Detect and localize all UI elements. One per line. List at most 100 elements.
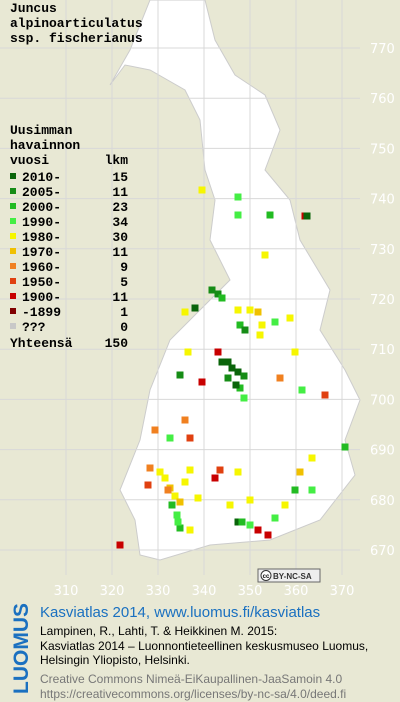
legend-label: ??? [22, 320, 46, 335]
y-grid-label: 770 [370, 42, 395, 57]
legend-swatch [10, 263, 16, 269]
species-title: Juncus [10, 1, 57, 16]
legend-count: 34 [112, 215, 128, 230]
legend-label: 1980- [22, 230, 61, 245]
observation [296, 468, 304, 476]
observation [151, 426, 159, 434]
observation [208, 286, 216, 294]
legend-swatch [10, 233, 16, 239]
observation [246, 306, 254, 314]
citation: Lampinen, R., Lahti, T. & Heikkinen M. 2… [40, 624, 277, 638]
observation [186, 466, 194, 474]
legend-swatch [10, 218, 16, 224]
legend-count: 15 [112, 170, 128, 185]
observation [264, 531, 272, 539]
observation [181, 478, 189, 486]
legend-count: 11 [112, 245, 128, 260]
observation [171, 492, 179, 500]
observation [254, 308, 262, 316]
x-grid-label: 320 [100, 584, 125, 599]
observation [218, 294, 226, 302]
observation [291, 486, 299, 494]
observation [224, 358, 232, 366]
footer-link[interactable]: Kasviatlas 2014, www.luomus.fi/kasviatla… [40, 604, 320, 621]
observation [226, 501, 234, 509]
license: Creative Commons Nimeä-EiKaupallinen-Jaa… [40, 672, 342, 686]
legend-label: 1950- [22, 275, 61, 290]
y-grid-label: 760 [370, 92, 395, 107]
badge-icon: cc [263, 574, 270, 580]
legend-label: 1960- [22, 260, 61, 275]
observation [216, 466, 224, 474]
observation [168, 501, 176, 509]
observation [214, 348, 222, 356]
observation [308, 486, 316, 494]
observation [176, 371, 184, 379]
observation [271, 514, 279, 522]
observation [234, 193, 242, 201]
observation [194, 494, 202, 502]
x-grid-label: 310 [54, 584, 79, 599]
y-grid-label: 700 [370, 393, 395, 408]
y-grid-label: 740 [370, 193, 395, 208]
observation [234, 468, 242, 476]
observation [184, 348, 192, 356]
observation [224, 374, 232, 382]
observation [281, 501, 289, 509]
observation [271, 318, 279, 326]
observation [228, 364, 236, 372]
observation [291, 348, 299, 356]
observation [236, 384, 244, 392]
y-grid-label: 720 [370, 293, 395, 308]
y-grid-label: 750 [370, 142, 395, 157]
x-grid-label: 330 [146, 584, 171, 599]
legend-count: 30 [112, 230, 128, 245]
license[interactable]: https://creativecommons.org/licenses/by-… [40, 687, 346, 701]
y-grid-label: 730 [370, 243, 395, 258]
observation [261, 251, 269, 259]
observation [254, 526, 262, 534]
observation [186, 434, 194, 442]
license-badge: cc BY-NC-SA [257, 568, 321, 583]
legend-count: 1 [120, 305, 128, 320]
legend-swatch [10, 173, 16, 179]
legend-label: 2005- [22, 185, 61, 200]
observation [218, 358, 226, 366]
observation [236, 321, 244, 329]
observation [181, 416, 189, 424]
observation [234, 518, 242, 526]
observation [303, 212, 311, 220]
badge-box [257, 568, 321, 583]
observation [191, 304, 199, 312]
observation [234, 368, 242, 376]
legend-label: 1970- [22, 245, 61, 260]
observation [176, 498, 184, 506]
observation [256, 331, 264, 339]
observation [234, 306, 242, 314]
legend-label: 2010- [22, 170, 61, 185]
legend-swatch [10, 188, 16, 194]
observation [173, 511, 181, 519]
observation [144, 481, 152, 489]
citation: Helsingin Yliopisto, Helsinki. [40, 653, 190, 667]
observation [181, 308, 189, 316]
legend-col: vuosi [10, 153, 49, 168]
observation [166, 434, 174, 442]
legend-swatch [10, 203, 16, 209]
observation [161, 474, 169, 482]
observations [116, 186, 349, 549]
observation [246, 521, 254, 529]
legend-swatch [10, 308, 16, 314]
logo: LUOMUS [10, 603, 33, 694]
observation [214, 290, 222, 298]
y-grid-label: 710 [370, 343, 395, 358]
legend-swatch [10, 278, 16, 284]
grid: 310 320 330 340 350 360 3707707607507407307207… [0, 0, 395, 599]
finland-outline [109, 0, 361, 561]
species-title: ssp. fischerianus [10, 31, 143, 46]
y-grid-label: 680 [370, 494, 395, 509]
legend-count: 5 [120, 275, 128, 290]
citation: Kasviatlas 2014 – Luonnontieteellinen ke… [40, 639, 368, 653]
